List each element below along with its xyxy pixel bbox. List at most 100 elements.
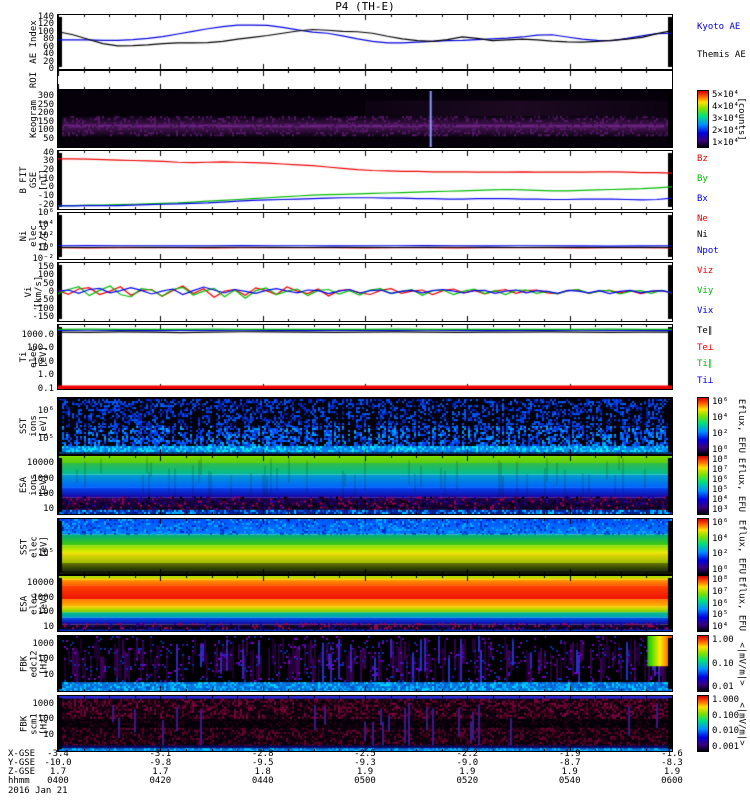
colorbar-iesa [697, 455, 709, 515]
colorbar-tick-fbk2: 1.000 [712, 694, 740, 705]
panel-ae [57, 14, 673, 70]
ytick-label-vi: 50 [43, 278, 54, 289]
ytick-label-keogram: 50 [43, 133, 54, 144]
ytick-label-bfit: 0 [48, 182, 54, 193]
ytick-label-isst: 10⁵ [37, 434, 54, 445]
ytick-label-iesa: 10000 [26, 458, 54, 469]
panel-iesa [57, 455, 673, 515]
colorbar-tick-iesa: 10⁸ [712, 454, 729, 465]
colorbar-fbk2 [697, 695, 709, 752]
ytick-label-bfit: -10 [37, 191, 54, 201]
ytick-label-iesa: 100 [37, 489, 54, 500]
ytick-label-eesa: 1000 [32, 592, 54, 603]
colorbar-tick-eesa: 10⁴ [712, 622, 729, 633]
ytick-label-keogram: 100 [37, 125, 54, 136]
panel-fbk2 [57, 695, 673, 752]
ytick-label-isst: 10⁶ [37, 406, 54, 417]
xaxis-row-header-hhmm: hhmm [8, 776, 30, 786]
panel-keogram [57, 90, 673, 148]
xaxis-value-x: -1.6 [661, 749, 683, 759]
ytick-label-ae: 0 [48, 64, 54, 74]
y-axis-label-fbk2: FBK scm1 [Hz] [19, 712, 49, 735]
ytick-label-ni: 10⁴ [37, 219, 54, 230]
colorbar-unit-fbk2: <|mV/m|> [736, 701, 746, 746]
plot-area-iesa [58, 456, 672, 514]
ytick-label-ni: 10² [37, 231, 54, 241]
plot-area-ni [58, 213, 672, 259]
colorbar-keogram [697, 90, 709, 148]
ytick-label-fbk1: 10 [43, 670, 54, 681]
panel-bfit [57, 150, 673, 210]
y-axis-label-eesa: ESA elec [eV] [19, 592, 49, 615]
colorbar-tick-keogram: 5×10⁴ [712, 89, 740, 100]
colorbar-tick-fbk1: 0.10 [712, 658, 734, 669]
xaxis-value-y: -8.3 [661, 758, 683, 768]
ytick-label-iesa: 1000 [32, 473, 54, 484]
ytick-label-fbk2: 1000 [32, 698, 54, 709]
colorbar-unit-eesa: Eflux, EFU [736, 576, 746, 631]
plot-title: P4 (TH-E) [335, 0, 395, 13]
xaxis-value-z: 1.9 [356, 767, 374, 777]
colorbar-tick-keogram: 1×10⁴ [712, 138, 740, 149]
colorbar-unit-fbk1: <|mV/m|> [736, 641, 746, 686]
xaxis-value-x: -1.9 [558, 749, 581, 759]
colorbar-tick-fbk2: 0.100 [712, 710, 740, 721]
legend-entry-bfit: Bz [697, 154, 708, 164]
colorbar-fbk1 [697, 635, 709, 692]
xaxis-value-y: -9.8 [149, 758, 172, 768]
colorbar-tick-esst: 10⁶ [712, 517, 729, 528]
xaxis-row-header-xgse: X-GSE [8, 749, 36, 759]
legend-entry-bfit: Bx [697, 194, 708, 204]
colorbar-tick-keogram: 4×10⁴ [712, 101, 740, 112]
colorbar-tick-iesa: 10⁷ [712, 464, 729, 475]
plot-area-isst [58, 398, 672, 454]
y-axis-label-isst: SST ions [eV] [19, 415, 49, 437]
panel-fbk1 [57, 635, 673, 692]
y-axis-label-ae: AE Index [29, 20, 39, 64]
xaxis-value-z: 1.7 [152, 767, 169, 777]
y-axis-label-keogram: Keogram [29, 100, 39, 138]
xaxis-value-y: -10.0 [44, 758, 72, 768]
colorbar-tick-fbk1: 0.01 [712, 682, 734, 693]
colorbar-tick-eesa: 10⁵ [712, 610, 729, 621]
colorbar-tick-eesa: 10⁶ [712, 598, 729, 609]
colorbar-tick-fbk2: 0.010 [712, 726, 740, 737]
legend-entry-vi: Viy [697, 286, 714, 296]
plot-area-bfit [58, 151, 672, 209]
ytick-label-vi: 150 [37, 262, 54, 273]
xaxis-value-x: -2.8 [251, 749, 274, 759]
colorbar-esst [697, 518, 709, 575]
ytick-label-ae: 100 [37, 26, 54, 37]
plot-area-keogram [58, 91, 672, 147]
legend-entry-ti: Te∥ [697, 326, 713, 337]
ytick-label-ni: 10⁶ [37, 208, 54, 218]
ytick-label-ti: 0.1 [37, 384, 54, 394]
plot-area-esst [58, 519, 672, 574]
colorbar-tick-keogram: 3×10⁴ [712, 114, 740, 124]
plot-area-fbk1 [58, 636, 672, 691]
colorbar-tick-esst: 10⁰ [712, 565, 729, 576]
xaxis-value-x: -3.4 [47, 749, 69, 759]
ytick-label-fbk2: 100 [37, 714, 54, 725]
legend-entry-vi: Vix [697, 306, 714, 316]
legend-entry-ti: Ti∥ [697, 359, 713, 370]
xaxis-value-hhmm: 0500 [354, 776, 376, 786]
xaxis-value-x: -2.2 [456, 749, 479, 759]
ytick-label-fbk1: 1000 [32, 638, 54, 649]
date-label: 2016 Jan 21 [8, 786, 68, 796]
ytick-label-ti: 10.0 [32, 356, 54, 367]
ytick-label-ni: 10⁻² [32, 254, 54, 264]
xaxis-value-z: 1.7 [49, 767, 67, 777]
colorbar-tick-eesa: 10⁸ [712, 574, 729, 585]
ytick-label-bfit: 10 [43, 173, 54, 184]
xaxis-value-x: -2.5 [354, 749, 376, 759]
ytick-label-ae: 80 [43, 34, 54, 45]
ytick-label-bfit: 40 [43, 147, 54, 158]
colorbar-tick-iesa: 10⁶ [712, 474, 729, 485]
ytick-label-ae: 120 [37, 19, 54, 30]
legend-entry-ae: Kyoto AE [697, 22, 741, 32]
colorbar-unit-keogram: [counts] [736, 97, 746, 141]
colorbar-tick-esst: 10² [712, 549, 729, 560]
colorbar-tick-iesa: 10⁵ [712, 485, 729, 496]
colorbar-unit-esst: Eflux, EFU [736, 519, 746, 574]
